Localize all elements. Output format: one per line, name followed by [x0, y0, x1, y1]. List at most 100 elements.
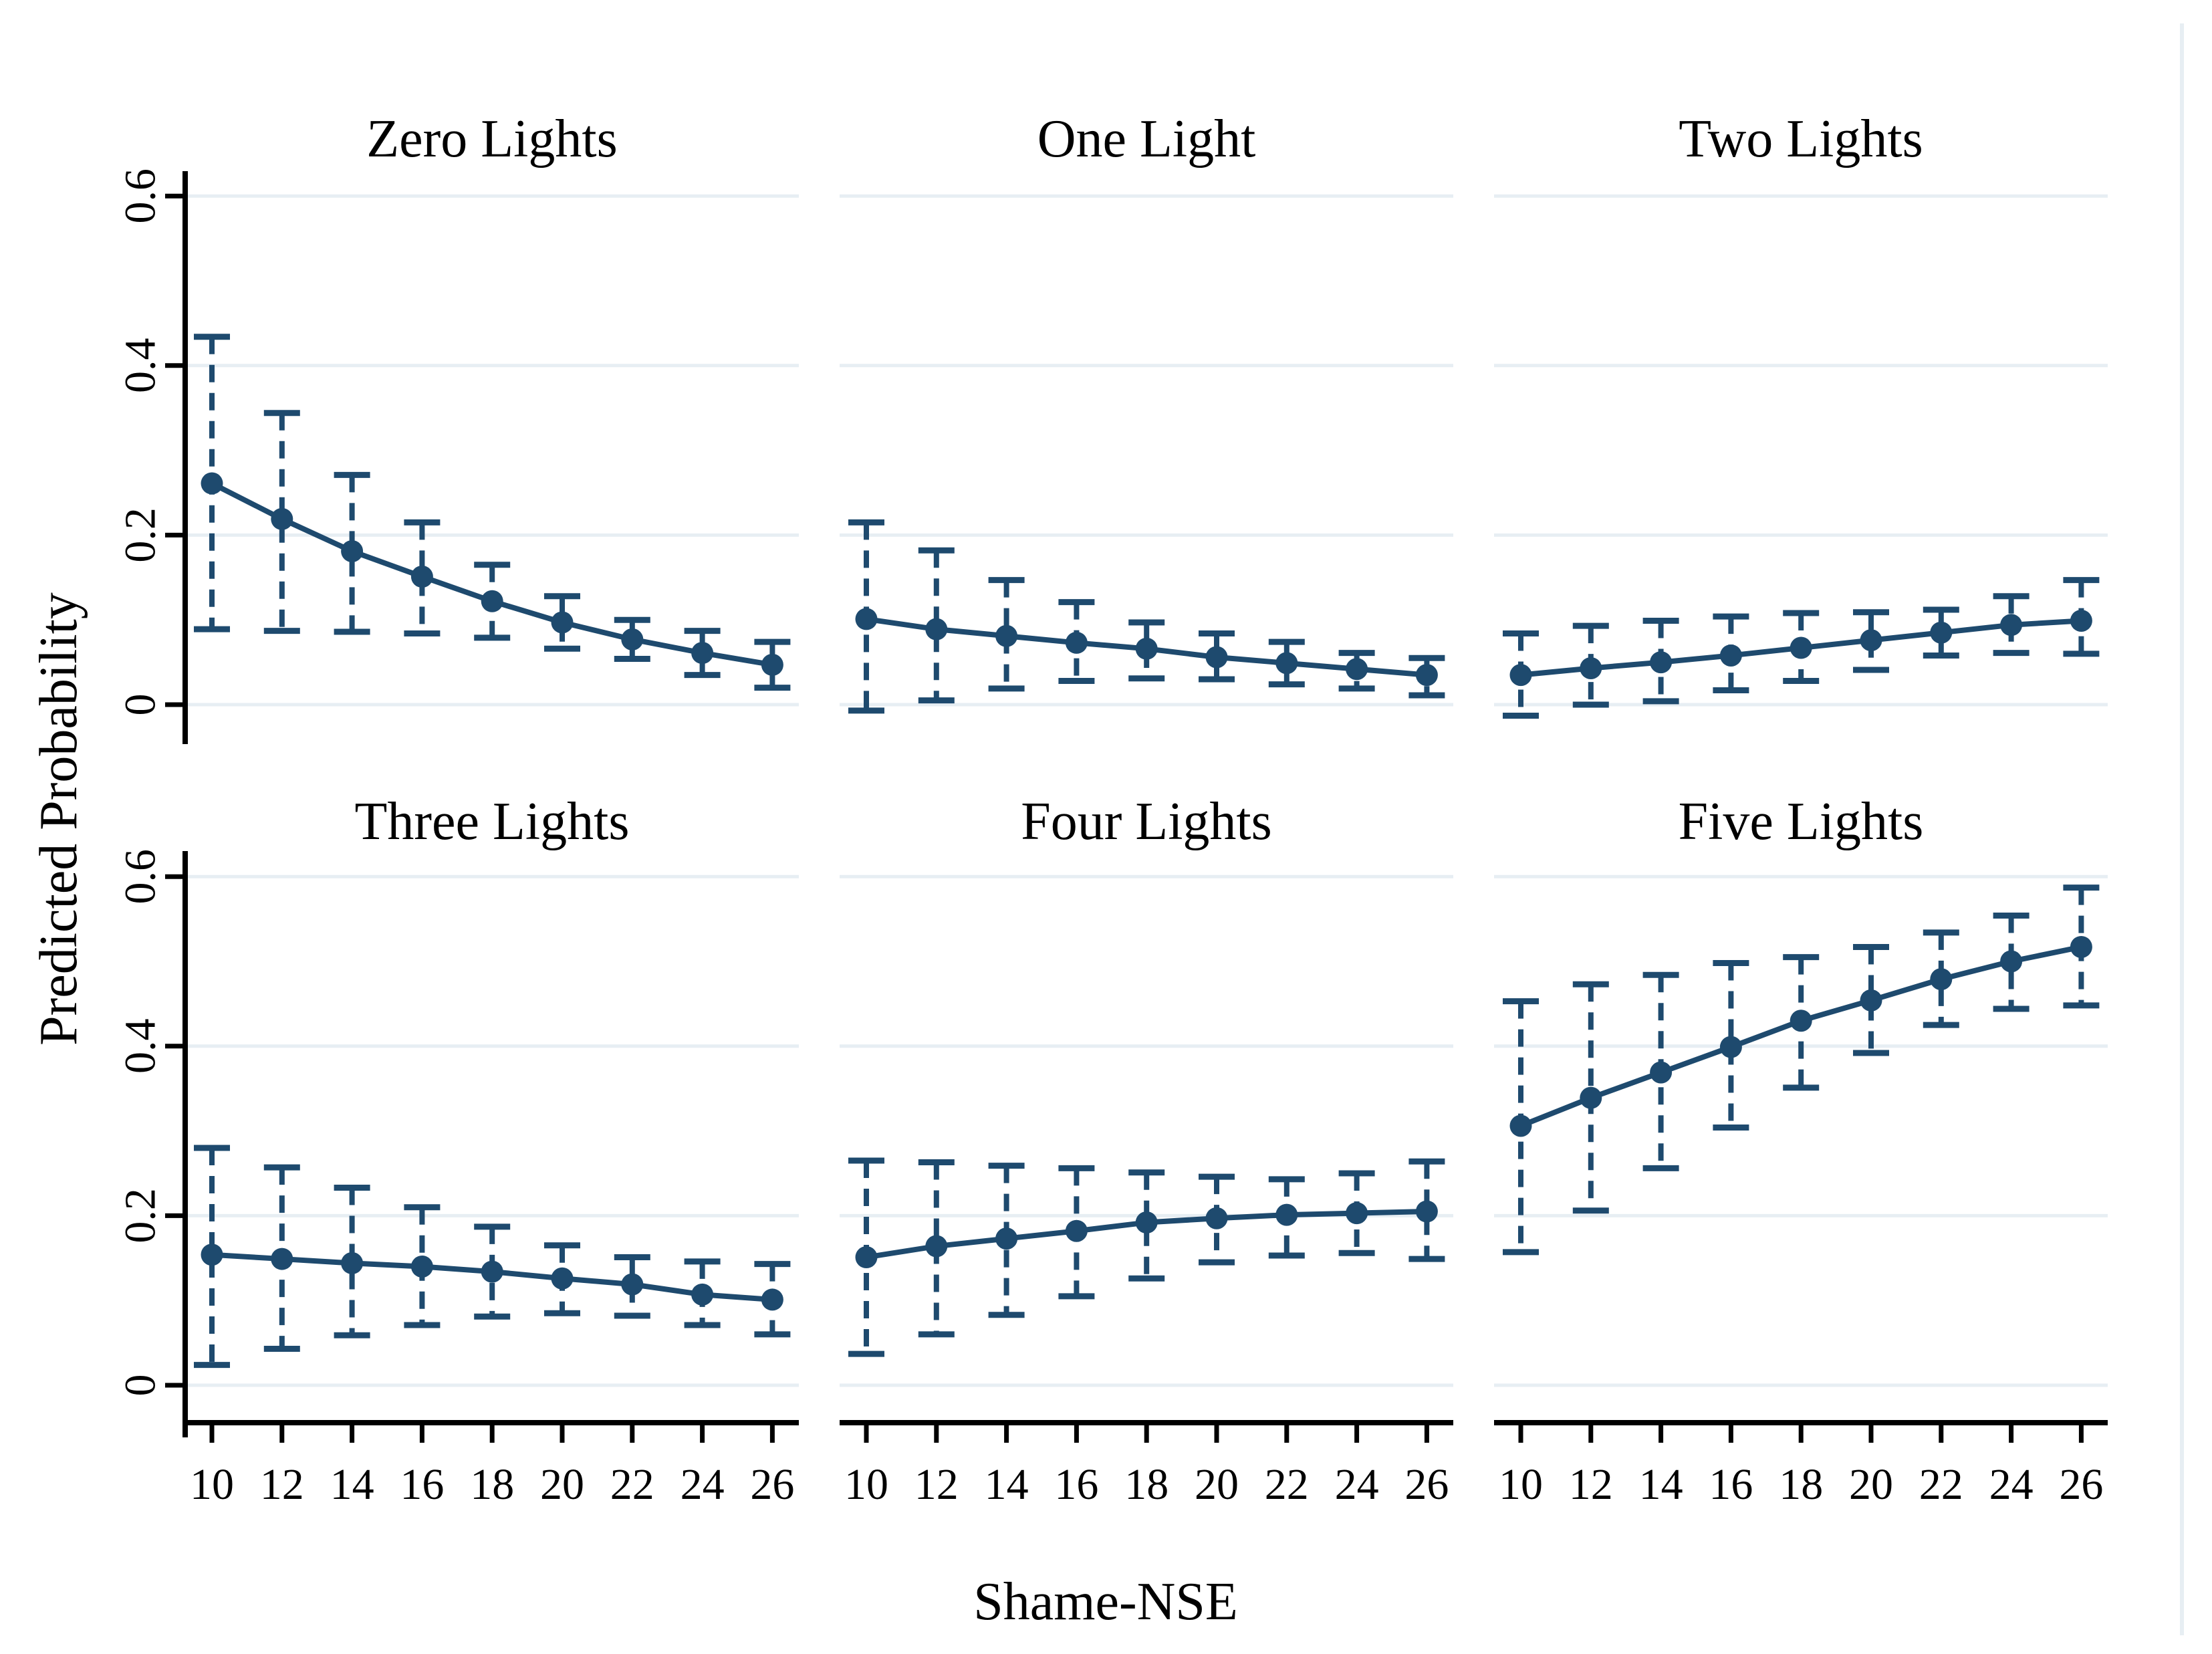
data-point-marker [551, 611, 574, 634]
panel-five-lights: Five Lights 10 12 14 16 18 20 22 24 26 [1494, 792, 2108, 1509]
x-tick-label: 26 [1404, 1460, 1449, 1509]
data-point-marker [201, 1244, 223, 1266]
panel-title: Five Lights [1679, 792, 1924, 851]
panel-three-lights: Three Lights 0 0.2 0.4 0.6 10 12 14 16 18 20 22 24 26 [116, 792, 799, 1509]
data-point-marker [691, 642, 714, 665]
x-tick-label: 12 [914, 1460, 959, 1509]
x-tick-label: 22 [1265, 1460, 1309, 1509]
data-point-marker [1509, 664, 1532, 687]
x-tick-label: 14 [1639, 1460, 1683, 1509]
x-tick-label: 18 [1124, 1460, 1169, 1509]
x-tick-label: 12 [1569, 1460, 1613, 1509]
data-point-marker [1065, 1219, 1088, 1242]
data-point-marker [201, 472, 223, 495]
data-point-marker [995, 624, 1018, 647]
x-tick-label: 16 [1054, 1460, 1098, 1509]
y-tick-label: 0.6 [116, 168, 165, 224]
x-tick-label: 10 [190, 1460, 234, 1509]
data-point-marker [1205, 646, 1228, 669]
data-point-marker [691, 1283, 714, 1306]
x-tick-label: 14 [330, 1460, 374, 1509]
data-point-marker [1930, 621, 1953, 644]
data-point-marker [761, 1288, 783, 1311]
data-point-marker [1275, 652, 1298, 675]
panel-title: Three Lights [355, 792, 630, 851]
x-tick-label: 18 [1779, 1460, 1823, 1509]
y-axis-title: Predicted Probability [29, 592, 88, 1046]
data-point-marker [341, 540, 364, 562]
data-point-marker [2070, 609, 2092, 632]
x-tick-label: 24 [681, 1460, 725, 1509]
data-point-marker [1275, 1203, 1298, 1226]
data-point-marker [1509, 1114, 1532, 1137]
data-point-marker [1580, 1086, 1602, 1109]
data-point-marker [1790, 636, 1812, 659]
x-tick-label: 16 [1709, 1460, 1753, 1509]
y-tick-label: 0.4 [116, 338, 165, 394]
panel-title: Two Lights [1679, 110, 1923, 168]
data-point-marker [1346, 1202, 1368, 1225]
x-tick-label: 16 [400, 1460, 444, 1509]
y-tick-label: 0 [116, 1375, 165, 1397]
data-point-marker [410, 1255, 433, 1278]
data-point-marker [1346, 658, 1368, 681]
data-point-marker [551, 1267, 574, 1290]
panel-title: One Light [1037, 110, 1256, 168]
data-point-marker [855, 1246, 878, 1269]
x-tick-label: 26 [2059, 1460, 2103, 1509]
panel-zero-lights: Zero Lights 0 0.2 0.4 0.6 [116, 110, 799, 744]
y-tick-label: 0.4 [116, 1019, 165, 1074]
data-point-marker [1719, 1036, 1742, 1058]
x-tick-label: 26 [750, 1460, 794, 1509]
panels-layer: Zero Lights 0 0.2 0.4 0.6 One Light Two Lights… [116, 23, 2184, 1635]
data-point-marker [2000, 614, 2023, 636]
data-point-marker [1790, 1010, 1812, 1032]
data-point-marker [1650, 1061, 1673, 1084]
x-tick-label: 24 [1335, 1460, 1379, 1509]
data-point-marker [341, 1252, 364, 1274]
data-point-marker [1415, 1200, 1438, 1223]
x-tick-label: 18 [470, 1460, 514, 1509]
data-point-marker [761, 653, 783, 676]
data-point-marker [1930, 968, 1953, 991]
data-point-marker [481, 1260, 503, 1283]
panel-one-light: One Light [840, 110, 1453, 714]
data-point-marker [410, 566, 433, 588]
x-tick-label: 12 [260, 1460, 304, 1509]
data-point-marker [1415, 664, 1438, 687]
data-point-marker [1205, 1207, 1228, 1229]
x-tick-label: 20 [1195, 1460, 1239, 1509]
x-axis-title: Shame-NSE [973, 1572, 1238, 1631]
x-tick-label: 22 [610, 1460, 654, 1509]
data-point-marker [1719, 644, 1742, 667]
x-tick-label: 10 [1499, 1460, 1543, 1509]
data-point-marker [621, 628, 644, 651]
panel-four-lights: Four Lights 10 12 14 16 18 20 22 24 26 [840, 792, 1453, 1509]
data-point-marker [925, 1235, 948, 1258]
panel-two-lights: Two Lights [1494, 110, 2108, 719]
data-point-marker [2070, 935, 2092, 958]
panel-title: Four Lights [1021, 792, 1272, 851]
y-tick-label: 0.2 [116, 507, 165, 563]
data-point-marker [1860, 989, 1882, 1012]
data-point-marker [995, 1227, 1018, 1250]
y-tick-label: 0.6 [116, 849, 165, 905]
data-point-marker [1650, 651, 1673, 674]
data-point-marker [1860, 629, 1882, 652]
data-point-marker [1135, 637, 1158, 660]
data-point-marker [1580, 657, 1602, 679]
x-tick-label: 10 [844, 1460, 888, 1509]
data-point-marker [271, 1248, 293, 1270]
data-point-marker [925, 618, 948, 640]
x-tick-label: 22 [1919, 1460, 1963, 1509]
data-point-marker [621, 1273, 644, 1296]
data-point-marker [481, 590, 503, 612]
x-tick-label: 14 [985, 1460, 1029, 1509]
y-tick-label: 0.2 [116, 1188, 165, 1244]
panel-title: Zero Lights [366, 110, 617, 168]
y-tick-label: 0 [116, 694, 165, 716]
x-tick-label: 24 [1989, 1460, 2034, 1509]
data-point-marker [1135, 1211, 1158, 1234]
